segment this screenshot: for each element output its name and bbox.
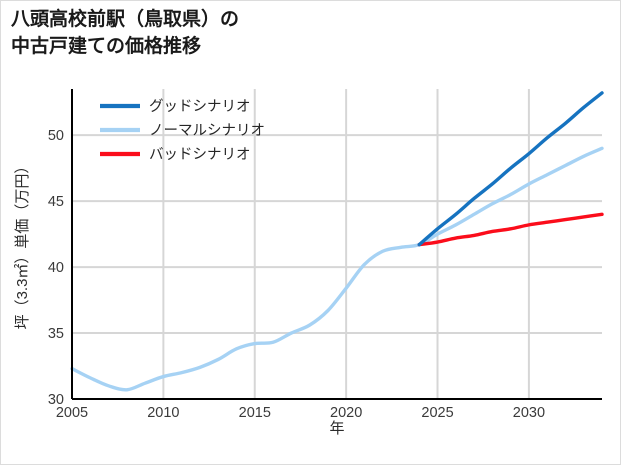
- legend-label: ノーマルシナリオ: [149, 123, 265, 139]
- y-tick-label: 30: [48, 392, 64, 408]
- legend-label: グッドシナリオ: [149, 98, 251, 115]
- x-axis-ticks: 2005 2010 2015 2020 2025 2030: [56, 405, 545, 421]
- y-tick-label: 50: [48, 128, 64, 144]
- data-series-layer: [70, 91, 604, 392]
- x-tick-label: 2010: [147, 405, 179, 421]
- x-tick-label: 2005: [56, 405, 88, 421]
- axis-lines: [71, 89, 602, 400]
- series-line: [417, 91, 604, 247]
- x-axis-title: 年: [329, 420, 344, 437]
- y-axis-title: 坪（3.3㎡）単価（万円）: [14, 159, 31, 330]
- series-line: [417, 212, 604, 247]
- legend-label: バッドシナリオ: [149, 147, 251, 163]
- y-tick-label: 45: [48, 194, 64, 210]
- x-tick-label: 2015: [239, 405, 271, 421]
- x-tick-label: 2020: [330, 405, 362, 421]
- y-axis-ticks: 30 35 40 45 50: [48, 128, 64, 408]
- x-tick-label: 2025: [421, 405, 453, 421]
- y-tick-label: 35: [48, 326, 64, 342]
- x-tick-label: 2030: [513, 405, 545, 421]
- series-line: [70, 146, 604, 392]
- chart-title: 八頭高校前駅（鳥取県）の 中古戸建ての価格推移: [11, 9, 240, 57]
- gridlines: [71, 89, 602, 400]
- y-tick-label: 40: [48, 260, 64, 276]
